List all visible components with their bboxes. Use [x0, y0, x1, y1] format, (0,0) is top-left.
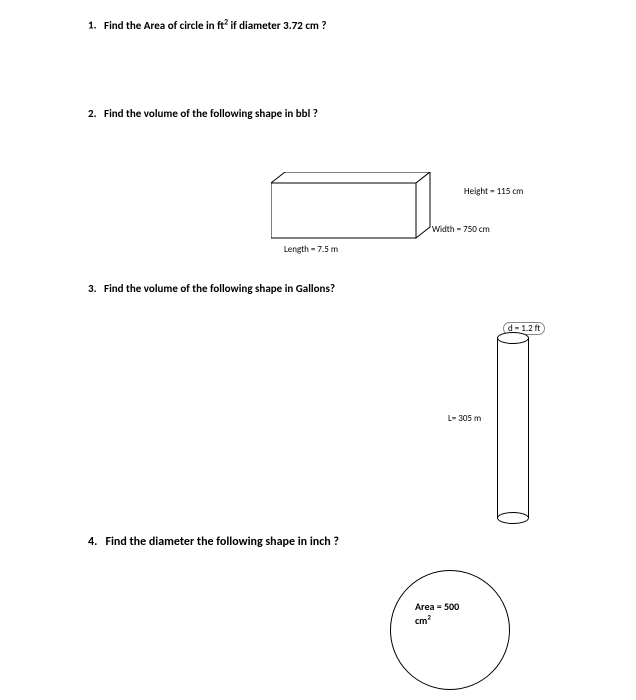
q2-text: Find the volume of the following shape i… [104, 107, 318, 120]
q3-number: 3. [88, 282, 97, 295]
box-width-label: Width = 750 cm [432, 224, 490, 235]
cylinder-body [497, 338, 529, 518]
question-2: 2. Find the volume of the following shap… [88, 107, 318, 120]
circle-area-unit: cm2 [415, 614, 431, 627]
cyl-length-label: L= 305 m [448, 413, 481, 424]
question-3: 3. Find the volume of the following shap… [88, 282, 335, 295]
box-height-label: Height = 115 cm [464, 186, 523, 197]
q1-number: 1. [88, 19, 97, 32]
question-4: 4. Find the diameter the following shape… [88, 535, 339, 549]
box-length-label: Length = 7.5 m [284, 244, 338, 255]
rect-box-shape [271, 172, 441, 242]
q2-number: 2. [88, 107, 97, 120]
question-1: 1. Find the Area of circle in ft2 if dia… [88, 18, 326, 32]
q4-number: 4. [88, 535, 97, 549]
q3-text: Find the volume of the following shape i… [104, 282, 335, 295]
q4-text: Find the diameter the following shape in… [105, 535, 339, 549]
cylinder-bottom-ellipse [497, 512, 529, 524]
circle-area-label: Area = 500 cm2 [415, 600, 459, 627]
cylinder-top-ellipse [497, 332, 529, 344]
q1-text: Find the Area of circle in ft2 if diamet… [104, 19, 326, 32]
circle-shape [390, 570, 510, 690]
